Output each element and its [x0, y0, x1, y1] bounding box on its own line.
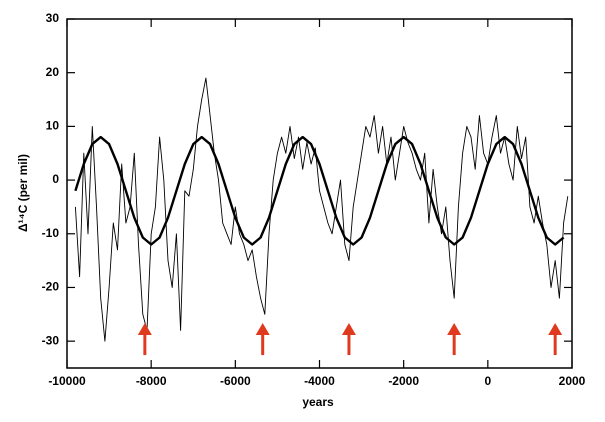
x-tick-label: -8000	[136, 374, 167, 388]
y-tick-label: 0	[52, 172, 59, 186]
line	[74, 77, 569, 342]
x-tick-label: -2000	[388, 374, 419, 388]
y-tick-label: -10	[42, 226, 60, 240]
y-tick-label: 20	[46, 65, 60, 79]
x-tick-label: 0	[484, 374, 491, 388]
y-tick-label: 10	[46, 119, 60, 133]
x-tick-label: 2000	[559, 374, 586, 388]
y-axis-label: Δ¹⁴C (per mil)	[16, 154, 30, 232]
arrow-head	[137, 323, 152, 336]
y-tick-label: 30	[46, 11, 60, 25]
y-tick-label: -20	[42, 280, 60, 294]
arrow-head	[548, 323, 563, 336]
line	[74, 135, 565, 246]
x-axis-label: years	[302, 395, 334, 409]
arrow-head	[341, 323, 356, 336]
x-tick-label: -4000	[304, 374, 335, 388]
arrow-head	[255, 323, 270, 336]
y-tick-label: -30	[42, 333, 60, 347]
x-tick-label: -10000	[48, 374, 86, 388]
x-tick-label: -6000	[220, 374, 251, 388]
arrow-head	[447, 323, 462, 336]
